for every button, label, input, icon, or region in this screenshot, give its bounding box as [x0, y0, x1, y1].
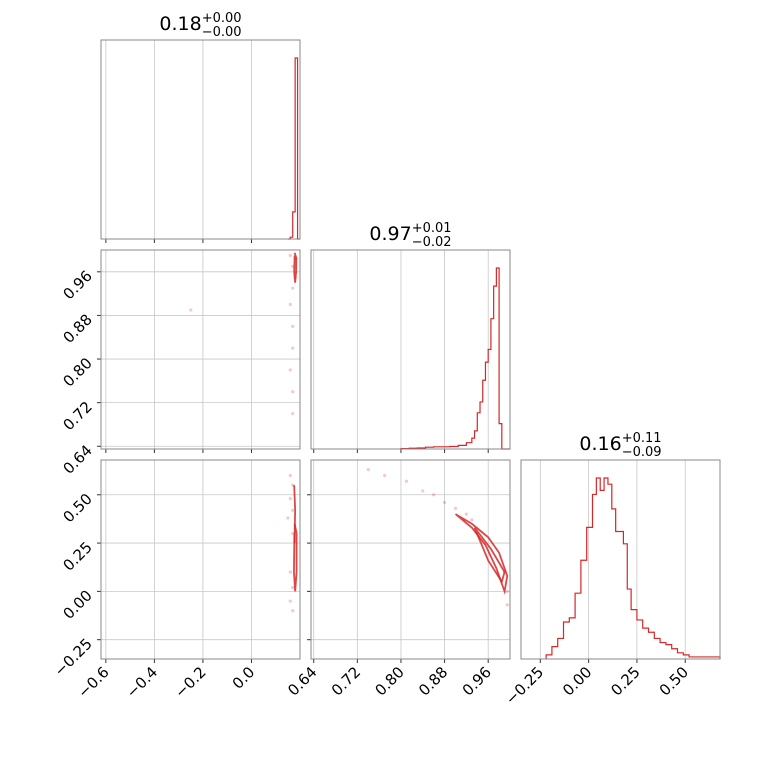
x-tick-label: 0.88 [415, 663, 451, 699]
sample-point [291, 324, 295, 328]
density-contour [293, 485, 297, 544]
histogram-0 [287, 57, 300, 240]
sample-point [291, 508, 295, 512]
x-tick-label: 0.96 [459, 663, 495, 699]
panel-title: 0.97+0.01 −0.02 [369, 221, 451, 250]
y-tick-label: 0.72 [59, 398, 95, 434]
density-contour [473, 527, 506, 584]
sample-point [383, 473, 387, 478]
density-contour [454, 513, 509, 595]
sample-point [291, 390, 295, 394]
panel-2-1 [310, 459, 511, 660]
sample-point [288, 302, 292, 307]
title-lower-error: −0.09 [622, 445, 662, 460]
sample-point [291, 286, 295, 290]
sample-point [291, 346, 295, 350]
panel-title: 0.16+0.11 −0.09 [579, 431, 661, 460]
title-upper-error: +0.01 [412, 221, 452, 236]
y-tick-label: 0.96 [59, 267, 95, 303]
sample-point [286, 516, 290, 520]
diag-panel-1 [310, 249, 511, 450]
title-lower-error: −0.00 [202, 25, 242, 40]
sample-point [291, 609, 295, 613]
x-tick-label: −0.2 [171, 663, 209, 701]
sample-point [470, 518, 474, 522]
sample-point [505, 603, 509, 607]
x-tick-label: −0.6 [74, 663, 112, 701]
y-tick-label: 0.80 [59, 354, 95, 390]
sample-point [453, 506, 458, 510]
sample-point [288, 599, 292, 603]
y-tick-label: 0.64 [59, 441, 95, 477]
title-upper-error: +0.11 [622, 431, 662, 446]
x-tick-label: 0.80 [371, 663, 407, 699]
sample-point [288, 497, 292, 501]
density-contour [293, 523, 298, 592]
x-tick-label: 0.50 [656, 663, 692, 699]
sample-point [288, 570, 292, 574]
x-tick-label: 0.00 [559, 663, 595, 699]
panel-2-0 [100, 459, 301, 660]
sample-point [421, 489, 425, 493]
sample-point [189, 308, 193, 312]
x-tick-label: 0.0 [229, 663, 259, 693]
diag-panel-0 [100, 39, 301, 240]
sample-point [432, 493, 436, 497]
sample-point [442, 500, 447, 505]
sample-point [505, 589, 509, 593]
sample-point [288, 368, 292, 372]
sample-point [464, 512, 468, 516]
histogram-2 [545, 477, 721, 659]
sample-point [404, 479, 409, 483]
sample-point [288, 253, 292, 258]
diag-panel-2 [520, 459, 721, 660]
title-upper-error: +0.00 [202, 11, 242, 26]
panel-1-0 [100, 249, 301, 450]
x-tick-label: 0.72 [328, 663, 364, 699]
sample-point [366, 468, 370, 472]
title-median: 0.16 [579, 433, 621, 455]
y-tick-label: 0.00 [59, 586, 95, 622]
density-contour [293, 252, 298, 283]
y-tick-label: 0.50 [59, 490, 95, 526]
x-tick-label: −0.25 [502, 663, 547, 708]
sample-point [288, 473, 292, 478]
title-lower-error: −0.02 [412, 235, 452, 250]
title-median: 0.18 [159, 13, 201, 35]
y-tick-label: 0.88 [59, 311, 95, 347]
x-tick-label: 0.25 [607, 663, 643, 699]
x-tick-label: 0.64 [284, 663, 320, 699]
title-median: 0.97 [369, 223, 411, 245]
sample-point [291, 585, 295, 590]
panel-title: 0.18+0.00 −0.00 [159, 11, 241, 40]
x-tick-label: −0.4 [123, 663, 161, 701]
sample-point [291, 411, 295, 416]
histogram-1 [400, 267, 510, 450]
y-tick-label: 0.25 [59, 538, 95, 574]
